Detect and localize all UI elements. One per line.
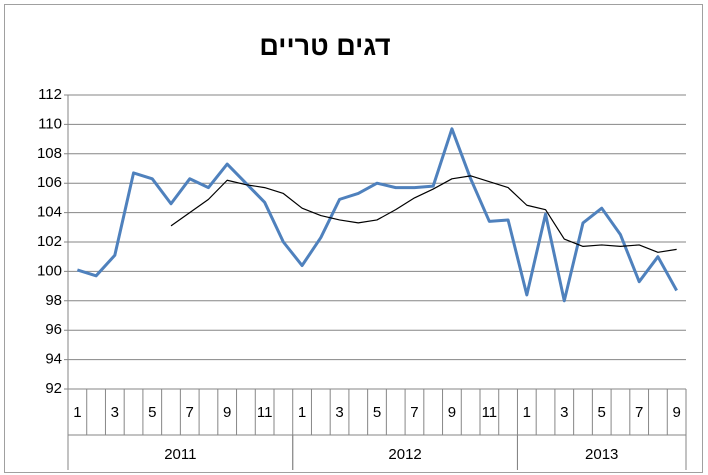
x-tick-label: 7: [186, 404, 194, 421]
x-tick-label: 9: [672, 404, 680, 421]
y-tick-label: 102: [37, 233, 62, 250]
y-tick-label: 108: [37, 145, 62, 162]
x-tick-label: 7: [635, 404, 643, 421]
y-tick-label: 98: [45, 292, 62, 309]
y-tick-label: 94: [45, 351, 62, 368]
x-tick-label: 3: [560, 404, 568, 421]
x-tick-label: 1: [298, 404, 306, 421]
y-tick-label: 110: [38, 115, 62, 132]
x-tick-label: 1: [523, 404, 531, 421]
x-tick-label: 3: [335, 404, 343, 421]
y-tick-label: 112: [38, 86, 62, 103]
x-tick-label: 9: [223, 404, 231, 421]
series-line: [170, 175, 677, 253]
group-label: 2013: [585, 446, 618, 463]
x-tick-label: 11: [257, 404, 273, 421]
x-tick-label: 5: [373, 404, 381, 421]
group-label: 2011: [164, 446, 196, 463]
chart-frame: [4, 4, 703, 473]
group-label: 2012: [388, 446, 421, 463]
y-tick-label: 96: [45, 321, 62, 338]
x-tick-label: 1: [73, 404, 81, 421]
y-tick-label: 106: [37, 174, 62, 191]
x-tick-label: 3: [111, 404, 119, 421]
y-tick-label: 92: [45, 380, 62, 397]
x-tick-label: 9: [448, 404, 456, 421]
y-tick-label: 100: [37, 262, 62, 279]
x-tick-label: 5: [148, 404, 156, 421]
chart-title: דגים טריים: [259, 31, 390, 61]
x-tick-label: 7: [410, 404, 418, 421]
x-tick-label: 5: [598, 404, 606, 421]
x-tick-label: 11: [482, 404, 498, 421]
series-line: [76, 127, 678, 303]
y-tick-label: 104: [37, 204, 62, 221]
